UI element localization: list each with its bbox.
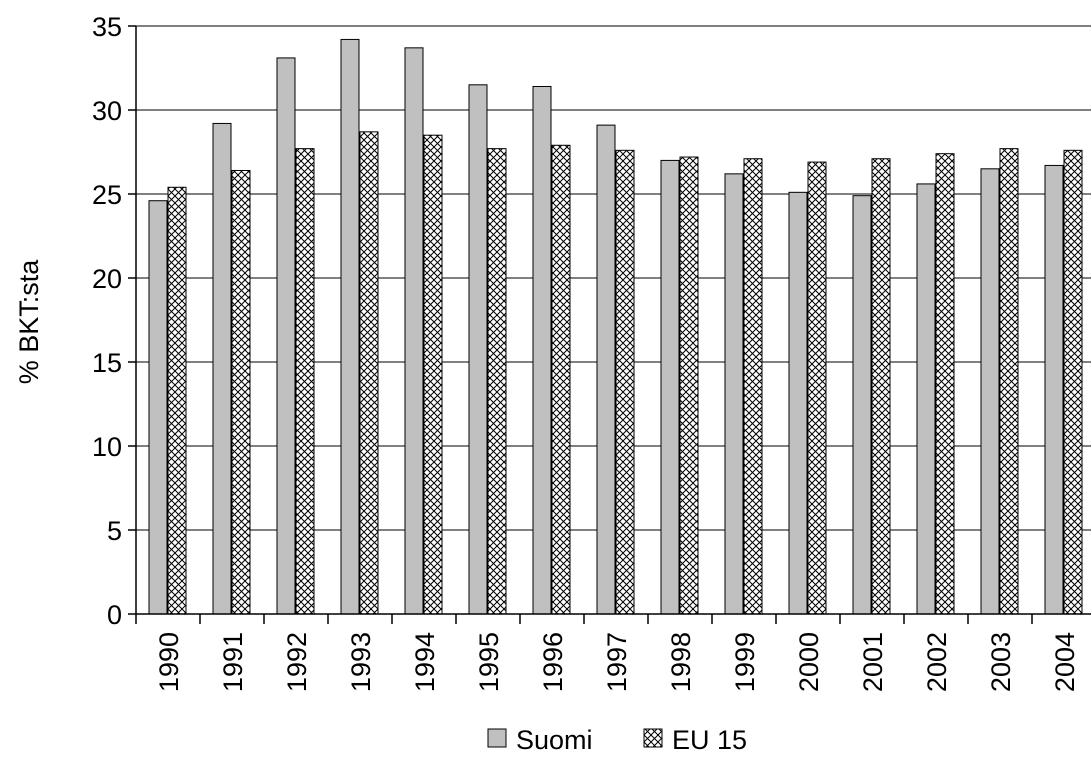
- bar-suomi-1993: [340, 38, 360, 615]
- bar-eu-15-2004: [1063, 149, 1083, 615]
- legend-label-eu-15: EU 15: [672, 725, 747, 755]
- bar-suomi-1998: [660, 159, 680, 615]
- bar-eu-15-1990: [167, 186, 187, 615]
- legend-label-suomi: Suomi: [516, 725, 593, 755]
- bar-suomi-1991: [212, 122, 232, 615]
- x-tick-label: 2003: [986, 632, 1016, 692]
- bar-suomi-1990: [148, 200, 168, 615]
- bar-eu-15-1994: [423, 134, 443, 615]
- axes: 0 5 10 15 20 25 30 35 1990 1991 1992 1993 1994 1995 19…: [92, 12, 1091, 692]
- x-tick-label: 2004: [1050, 632, 1080, 692]
- bar-suomi-1999: [724, 173, 744, 615]
- bar-eu-15-2002: [935, 153, 955, 615]
- x-tick-label: 1997: [602, 632, 632, 692]
- y-tick-label: 20: [92, 264, 122, 294]
- bar-suomi-1995: [468, 84, 488, 615]
- bar-eu-15-1991: [231, 169, 251, 615]
- x-tick-label: 1991: [218, 632, 248, 692]
- x-tick-label: 1993: [346, 632, 376, 692]
- bar-eu-15-1997: [615, 149, 635, 615]
- y-axis-title: % BKT:sta: [14, 259, 44, 385]
- bar-eu-15-1999: [743, 158, 763, 615]
- bar-suomi-2003: [980, 168, 1000, 615]
- bar-eu-15-1998: [679, 156, 699, 615]
- bar-suomi-2004: [1044, 164, 1064, 615]
- y-tick-label: 10: [92, 432, 122, 462]
- x-tick-label: 1994: [410, 632, 440, 692]
- bar-suomi-2001: [852, 195, 872, 615]
- bar-eu-15-2003: [999, 148, 1019, 615]
- bar-eu-15-2000: [807, 161, 827, 615]
- bars: [148, 38, 1083, 615]
- bar-suomi-1994: [404, 47, 424, 615]
- y-tick-label: 30: [92, 96, 122, 126]
- bar-suomi-1992: [276, 57, 296, 615]
- x-tick-label: 1996: [538, 632, 568, 692]
- bar-suomi-2002: [916, 183, 936, 615]
- x-tick-label: 1995: [474, 632, 504, 692]
- bar-eu-15-1995: [487, 148, 507, 615]
- x-tick-label: 2001: [858, 632, 888, 692]
- x-tick-label: 2000: [794, 632, 824, 692]
- x-tick-label: 1999: [730, 632, 760, 692]
- y-tick-label: 5: [107, 516, 122, 546]
- bar-eu-15-1993: [359, 131, 379, 615]
- y-tick-label: 0: [107, 600, 122, 630]
- bar-eu-15-1992: [295, 148, 315, 615]
- legend-swatch-eu-15: [643, 728, 663, 748]
- y-tick-label: 25: [92, 180, 122, 210]
- bar-suomi-1996: [532, 85, 552, 615]
- x-tick-label: 1998: [666, 632, 696, 692]
- bar-suomi-1997: [596, 124, 616, 615]
- bar-suomi-2000: [788, 191, 808, 615]
- x-tick-label: 1992: [282, 632, 312, 692]
- legend: Suomi EU 15: [487, 725, 747, 755]
- y-tick-label: 35: [92, 12, 122, 42]
- legend-swatch-suomi: [487, 728, 507, 748]
- bar-eu-15-2001: [871, 158, 891, 615]
- x-tick-label: 1990: [154, 632, 184, 692]
- bar-eu-15-1996: [551, 144, 571, 615]
- y-tick-label: 15: [92, 348, 122, 378]
- x-tick-label: 2002: [922, 632, 952, 692]
